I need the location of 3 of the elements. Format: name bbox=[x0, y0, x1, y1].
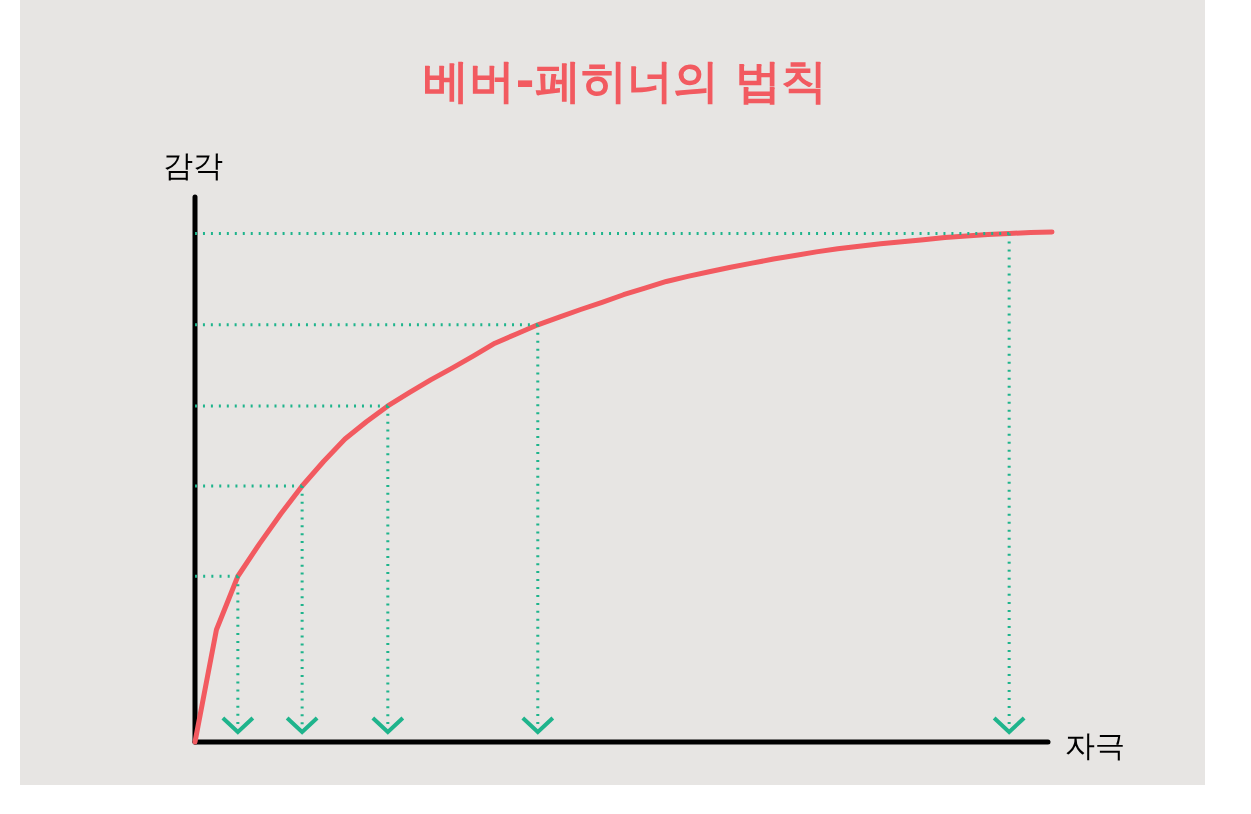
x-axis-title: 자극 bbox=[1065, 728, 1125, 763]
chart-title: 베버-페히너의 법칙 bbox=[423, 54, 827, 108]
y-axis-title: 감각 bbox=[163, 148, 223, 183]
